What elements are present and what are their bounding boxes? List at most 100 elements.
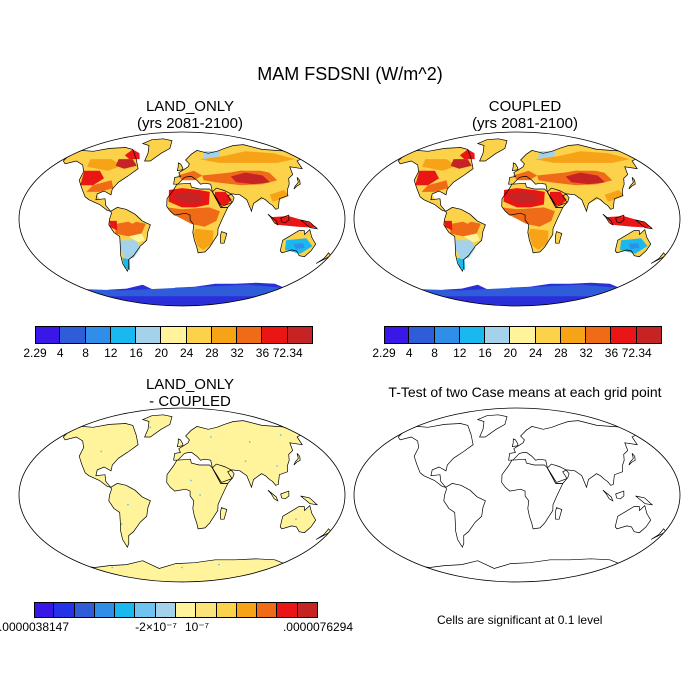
- coastline-greenland: [141, 138, 173, 162]
- panel2-title: COUPLED (yrs 2081-2100): [375, 98, 675, 132]
- colorbar-label: 16: [129, 346, 143, 360]
- coastline-nz: [650, 252, 667, 264]
- diff-dot: [279, 434, 282, 436]
- value-zone: [293, 243, 305, 249]
- coastline-africa: [501, 182, 564, 254]
- colorbar-coupled: 2.29 4 8 12 16 20 24 28 32 36 72.34: [372, 326, 662, 360]
- colorbar-label: 12: [104, 346, 118, 360]
- land-fill-nz: [316, 528, 331, 540]
- colorbar-label: 4: [56, 346, 64, 360]
- value-zone: [508, 191, 540, 204]
- coastline-australia: [279, 504, 317, 534]
- value-zone: [534, 151, 630, 163]
- colorbar-label: -2×10⁻⁷: [135, 620, 177, 634]
- colorbar-label: 36: [604, 346, 619, 360]
- colorbar-swatch: [384, 326, 410, 344]
- value-zone: [85, 194, 102, 202]
- coastline-indonesia2: [615, 490, 625, 500]
- antarctica-coast-zone: [406, 284, 628, 297]
- land-fill-greenland: [142, 138, 172, 161]
- coastline-japan: [628, 177, 636, 190]
- land-fill-uk: [177, 162, 183, 171]
- value-zone: [173, 191, 205, 204]
- value-zone: [444, 220, 453, 231]
- colorbar-swatch: [510, 326, 536, 344]
- coastline-southAmerica: [443, 483, 486, 548]
- land-fill-antarctica: [71, 558, 287, 582]
- colorbar-swatch: [136, 326, 162, 344]
- colorbar-label: 8: [82, 346, 89, 360]
- value-zone: [80, 170, 104, 186]
- coastline-uk: [511, 438, 519, 448]
- coastline-newGuinea: [635, 495, 654, 506]
- value-zone: [166, 207, 220, 227]
- land-fill-nz: [651, 252, 666, 264]
- coastline-indonesia1: [602, 213, 614, 226]
- coastline-northAmerica: [397, 423, 474, 488]
- value-zone: [123, 211, 142, 224]
- colorbar-label: 2.29: [23, 346, 47, 360]
- value-zone: [628, 243, 640, 249]
- coastline-nz: [650, 528, 667, 540]
- coastline-northAmerica: [62, 147, 139, 212]
- coastline-newGuinea: [300, 495, 319, 506]
- map-border: [353, 407, 681, 583]
- colorbar-swatch: [161, 326, 187, 344]
- colorbar-label: .0000038147: [0, 620, 70, 634]
- land-fill-australia: [280, 505, 316, 533]
- coastline-arabia: [211, 187, 235, 208]
- value-zone: [459, 149, 475, 160]
- coastline-indonesia1: [267, 489, 279, 502]
- colorbar-label: 4: [405, 346, 413, 360]
- colorbar-label: 10⁻⁷: [184, 620, 210, 634]
- coastline-nz: [315, 252, 332, 264]
- colorbar-swatch: [196, 602, 217, 618]
- value-zone: [449, 220, 481, 237]
- colorbar-label: 72.34: [621, 346, 652, 360]
- colorbar-label: 28: [205, 346, 219, 360]
- value-zone: [458, 211, 477, 224]
- coastline-australia: [279, 228, 317, 258]
- panel3-name: LAND_ONLY: [145, 376, 235, 393]
- value-zone: [457, 257, 465, 271]
- land-fill-eurasia: [173, 420, 305, 488]
- coastline-arabia: [546, 187, 570, 208]
- land-fill-northAmerica: [63, 423, 139, 488]
- antarctica-coast-zone: [71, 284, 293, 297]
- coastline-uk: [176, 162, 184, 172]
- diff-dot: [111, 566, 114, 569]
- panel4-name: T-Test of two Case means at each grid po…: [388, 384, 662, 400]
- colorbar-swatch: [409, 326, 435, 344]
- map-land-only: [18, 131, 346, 307]
- coastline-indonesia1: [602, 489, 614, 502]
- diff-dot: [209, 436, 212, 438]
- coastline-africa: [166, 182, 229, 254]
- map-content: [397, 414, 667, 582]
- diff-dot: [127, 503, 129, 506]
- value-zone: [454, 240, 476, 260]
- colorbar-swatch: [34, 602, 55, 618]
- colorbar-swatch: [74, 602, 95, 618]
- colorbar-swatch: [176, 602, 197, 618]
- panel2-subtitle: (yrs 2081-2100): [472, 115, 578, 132]
- colorbar-land-only: 2.29 4 8 12 16 20 24 28 32 36 72.34: [23, 326, 313, 360]
- diff-dot: [149, 426, 152, 429]
- land-fill-africa: [166, 459, 228, 529]
- value-zone: [87, 159, 122, 171]
- colorbar-swatch: [636, 326, 662, 344]
- colorbar-label: 16: [478, 346, 492, 360]
- value-zone: [422, 159, 457, 171]
- colorbar-difference: .0000038147 -2×10⁻⁷ 10⁻⁷ .0000076294: [0, 602, 353, 634]
- coastline-greenland: [476, 414, 508, 438]
- colorbar-swatch: [237, 326, 263, 344]
- colorbar-label: 24: [528, 346, 543, 360]
- value-zone: [109, 220, 118, 231]
- value-zone: [124, 149, 140, 160]
- value-zone: [565, 172, 605, 185]
- coastline-japan: [293, 453, 301, 466]
- value-zone: [605, 216, 653, 228]
- panel4-title: T-Test of two Case means at each grid po…: [355, 384, 695, 401]
- land-fill-greenland: [142, 414, 172, 437]
- colorbar-swatch: [560, 326, 587, 344]
- value-zone: [230, 172, 270, 185]
